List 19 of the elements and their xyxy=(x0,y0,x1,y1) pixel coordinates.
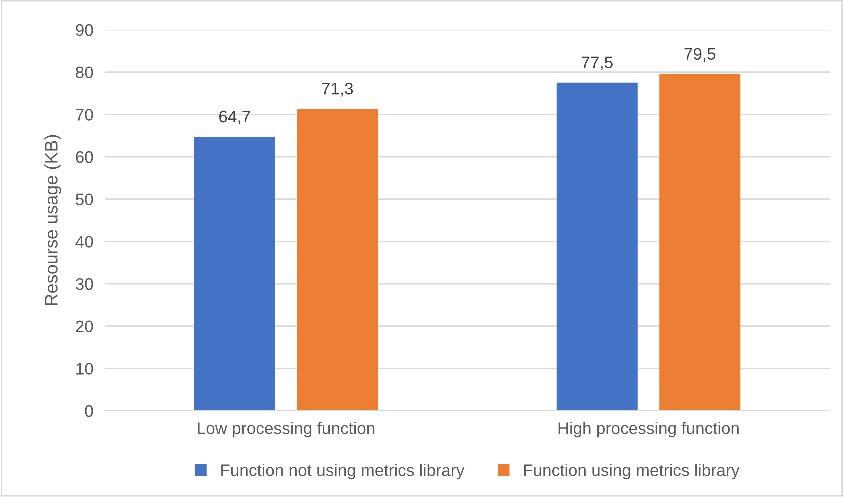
y-axis-title: Resourse usage (KB) xyxy=(44,135,62,306)
legend-label: Function using metrics library xyxy=(524,464,740,480)
y-tick-label: 0 xyxy=(85,405,94,418)
data-label: 71,3 xyxy=(322,82,354,97)
y-tick-label: 20 xyxy=(76,320,94,333)
x-tick-label: Low processing function xyxy=(198,422,375,438)
data-label: 79,5 xyxy=(684,48,716,62)
y-tick-label: 90 xyxy=(76,24,94,36)
y-tick-label: 40 xyxy=(76,236,94,248)
y-tick-label: 60 xyxy=(76,151,94,164)
data-label: 64,7 xyxy=(220,110,250,125)
y-tick-label: 10 xyxy=(76,363,94,375)
y-tick-label: 70 xyxy=(76,109,94,121)
y-tick-label: 80 xyxy=(76,66,94,79)
data-label: 77,5 xyxy=(582,56,613,70)
y-tick-label: 50 xyxy=(76,194,94,206)
y-tick-label: 30 xyxy=(76,278,94,290)
x-tick-label: High processing function xyxy=(558,422,739,438)
legend-label: Function not using metrics library xyxy=(222,464,465,480)
